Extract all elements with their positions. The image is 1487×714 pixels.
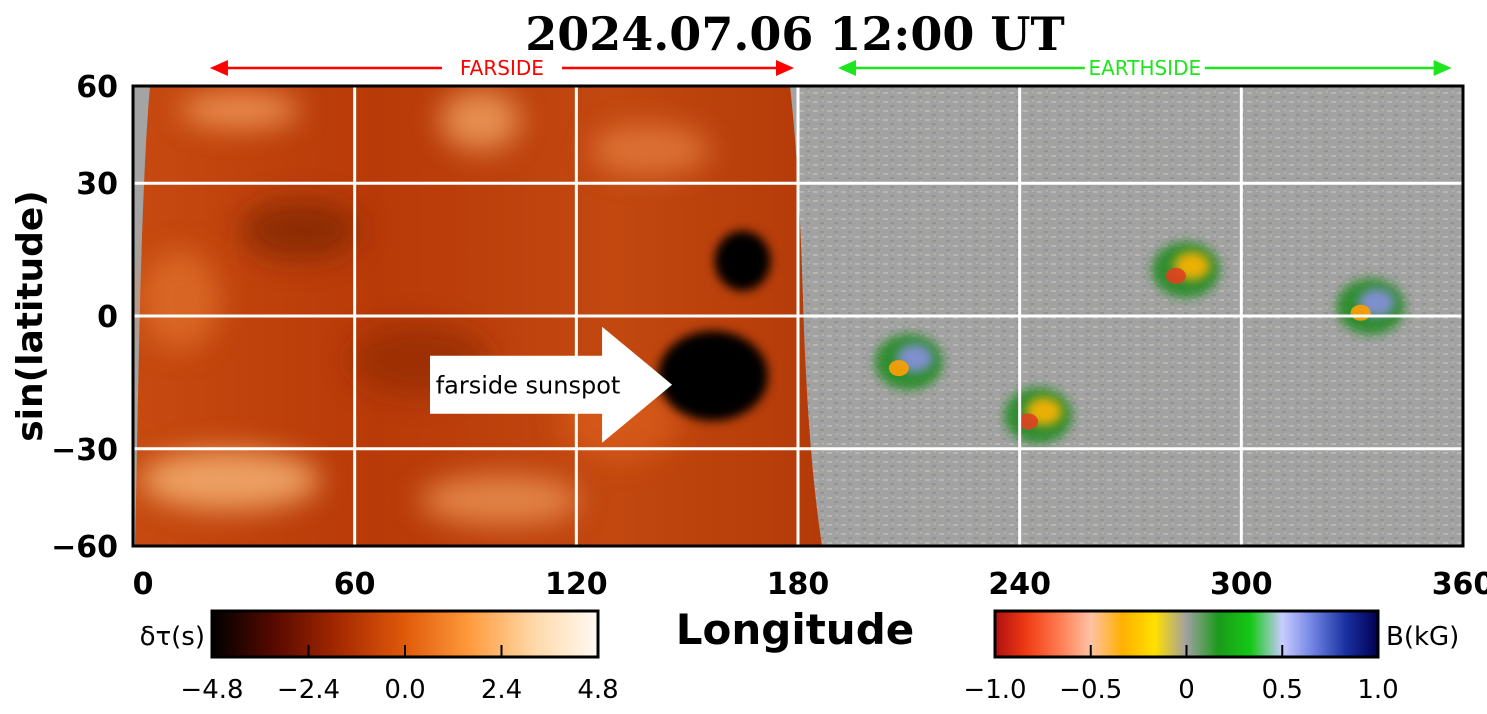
grid-lines: [133, 86, 1463, 546]
region-label: FARSIDE: [460, 56, 544, 80]
y-tick-label: 0: [97, 300, 118, 335]
plot-frame: [131, 84, 1465, 548]
earthside-active-region-4: [1336, 278, 1405, 335]
x-tick-label: 180: [767, 567, 830, 602]
region-label: EARTHSIDE: [1088, 56, 1201, 80]
region-farside: FARSIDE: [209, 56, 794, 80]
sunspot-annotation: farside sunspot: [430, 326, 673, 443]
earthside-active-region-3: [1151, 241, 1220, 298]
active-region-spot: [888, 360, 909, 377]
colorbar-tick-label: 0.5: [1262, 675, 1303, 705]
farside-sunspot: [658, 330, 769, 421]
y-tick-label: −60: [51, 530, 118, 565]
region-arrowhead-left: [838, 60, 856, 76]
x-axis-label: Longitude: [676, 605, 915, 654]
region-label-bg: [441, 56, 562, 80]
x-tick-label: 300: [1210, 567, 1273, 602]
x-tick-label: 0: [133, 567, 154, 602]
farside-dark-patch: [714, 230, 771, 291]
x-tick-label: 240: [988, 567, 1051, 602]
region-arrowhead-left: [209, 60, 228, 76]
colorbars: −4.8 −2.4 0.0 2.4 4.8 δτ(s) −1.0 −0.5 0 0.5 1.0 B(k…: [140, 609, 1459, 705]
region-arrowhead-right: [1433, 60, 1452, 76]
annotation-arrow: [430, 326, 673, 443]
plot-image: [133, 86, 1463, 546]
region-label-bg: [1084, 56, 1205, 80]
chart-title: 2024.07.06 12:00 UT: [525, 7, 1064, 61]
annotation-text: farside sunspot: [436, 372, 621, 400]
colorbar-dtau: −4.8 −2.4 0.0 2.4 4.8 δτ(s): [140, 609, 619, 705]
colorbar-label: B(kG): [1386, 622, 1459, 652]
region-arrowhead-right: [776, 60, 794, 76]
colorbar-tick-label: −4.8: [180, 675, 243, 705]
colorbar-tick-label: −1.0: [963, 675, 1026, 705]
colorbar-label: δτ(s): [140, 622, 205, 652]
y-tick-label: 60: [76, 70, 118, 105]
y-tick-label: −30: [51, 433, 118, 468]
x-tick-label: 60: [334, 567, 376, 602]
colorbar-tick-label: −0.5: [1059, 675, 1122, 705]
colorbar-tick-label: 1.0: [1357, 675, 1398, 705]
colorbar-tick-label: 4.8: [577, 675, 618, 705]
active-region-spot: [1350, 304, 1371, 321]
colorbar-tick-label: 0: [1178, 675, 1195, 705]
region-earthside: EARTHSIDE: [838, 56, 1452, 80]
region-labels: FARSIDE EARTHSIDE: [209, 56, 1452, 80]
active-region-spot: [1165, 267, 1186, 284]
farside-texture: [140, 90, 710, 525]
earthside-active-region-1: [874, 334, 943, 391]
y-axis-label: sin(latitude): [10, 190, 51, 442]
colorbar-bfield: −1.0 −0.5 0 0.5 1.0 B(kG): [963, 609, 1459, 705]
active-region-spot: [1018, 413, 1039, 430]
earthside-active-region-2: [1004, 387, 1073, 444]
x-tick-label: 360: [1432, 567, 1487, 602]
colorbar-tick-label: 0.0: [384, 675, 425, 705]
y-tick-label: 30: [76, 167, 118, 202]
colorbar-tick-label: 2.4: [481, 675, 522, 705]
colorbar-tick-label: −2.4: [277, 675, 340, 705]
x-tick-label: 120: [545, 567, 608, 602]
